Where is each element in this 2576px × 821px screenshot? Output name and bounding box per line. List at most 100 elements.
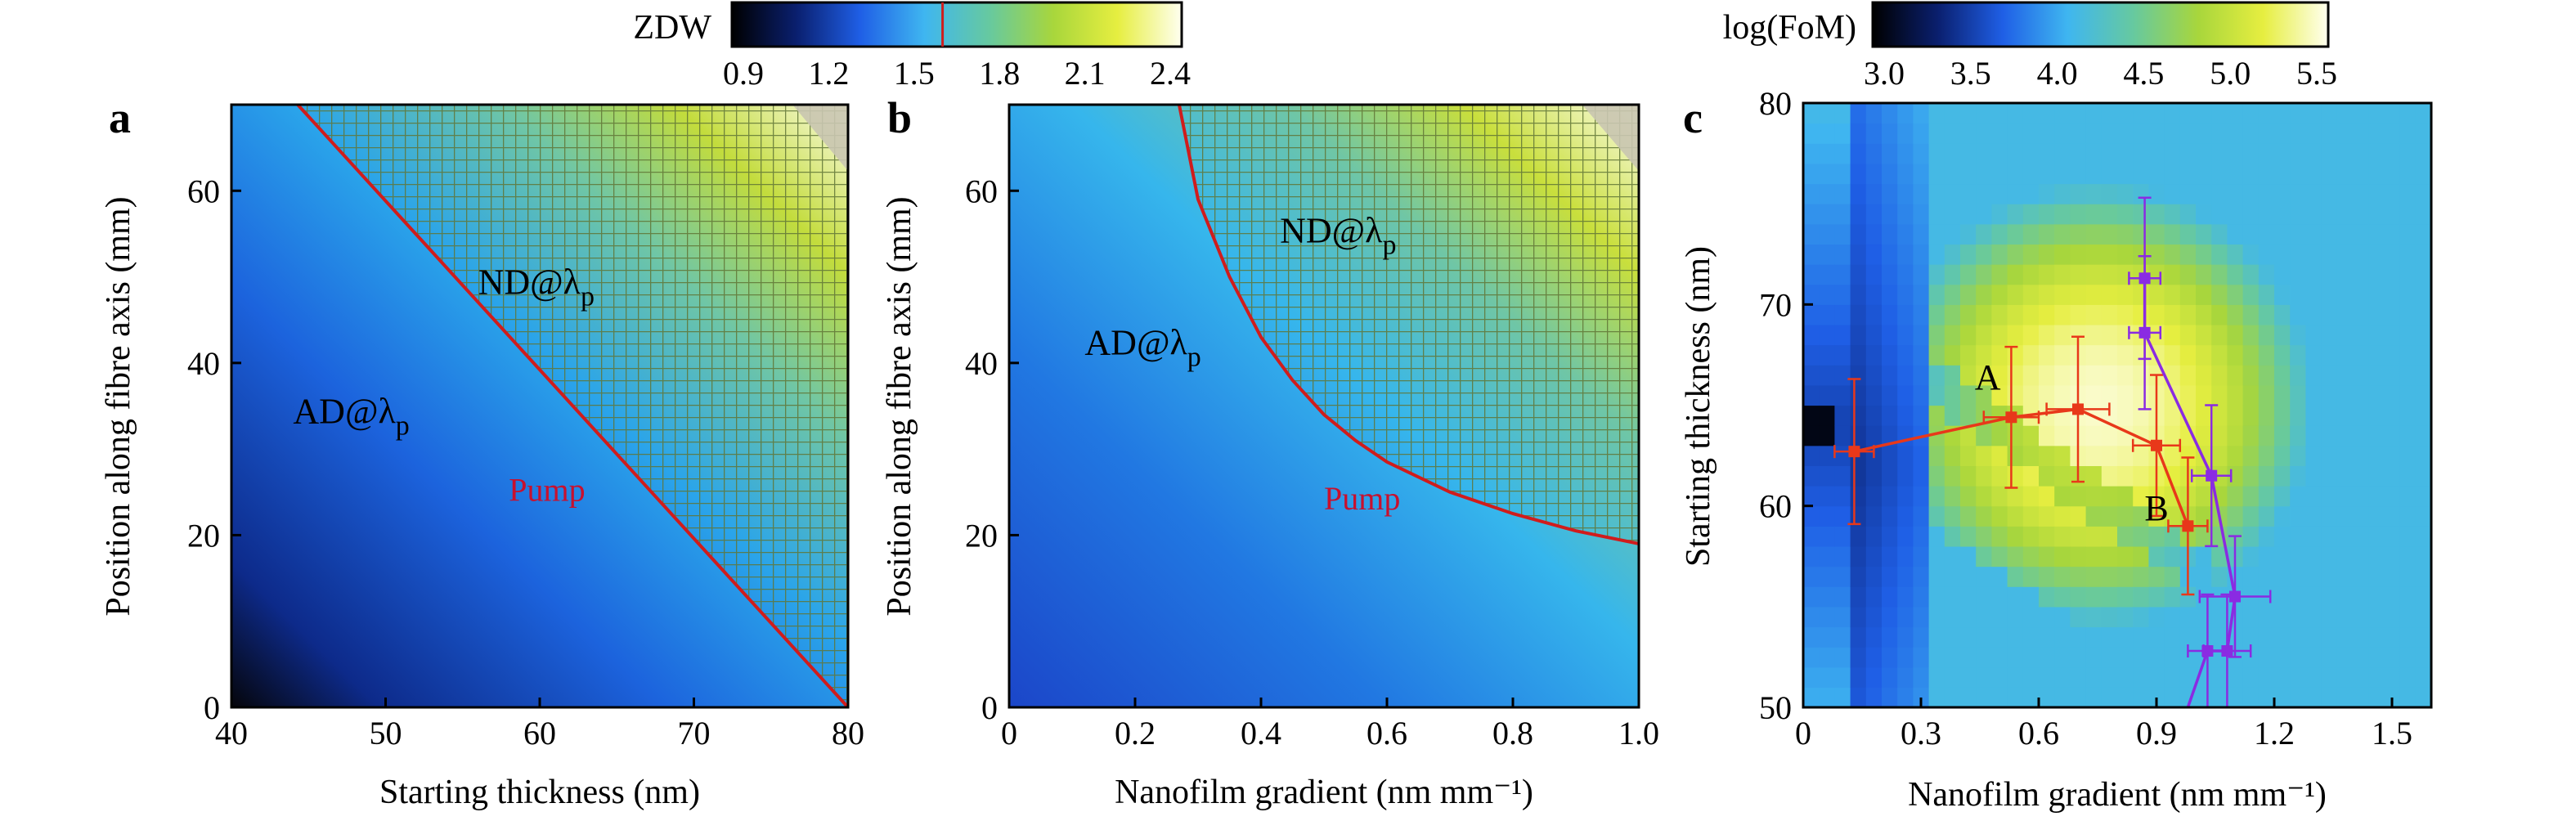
panel-c-heatmap-cell [2384,264,2401,285]
panel-c-heatmap-cell [2054,123,2071,144]
panel-c-heatmap-cell [2384,223,2401,245]
panel-c-heatmap-cell [2133,606,2149,628]
panel-c-heatmap-cell [2196,204,2212,225]
panel-c-heatmap-cell [2290,143,2306,164]
panel-c-heatmap-cell [2007,204,2024,225]
panel-c-heatmap-cell [2399,445,2417,466]
panel-c-heatmap-cell [2258,123,2275,144]
panel-c-heatmap-cell [2353,606,2369,628]
panel-c-xtick-label: 1.5 [2372,715,2412,751]
panel-c-heatmap-cell [2211,566,2228,587]
panel-a-pump-label: Pump [509,471,585,508]
panel-c-series-2-tail [2186,650,2210,707]
panel-c-heatmap-cell [2242,183,2260,204]
panel-c-heatmap-cell [2336,505,2354,527]
panel-c-heatmap-cell [2117,143,2134,164]
panel-c-heatmap-cell [1819,445,1835,466]
panel-c-heatmap-cell [2384,486,2401,507]
panel-c-heatmap-cell [2274,163,2291,185]
panel-c-heatmap-cell [2321,445,2338,466]
panel-c-heatmap-cell [2022,244,2040,265]
panel-c-heatmap-cell [1897,606,1914,628]
panel-c-heatmap-cell [2179,666,2197,688]
panel-c-heatmap-cell [2290,264,2306,285]
panel-c-heatmap-cell [2274,486,2291,507]
panel-c-data-point [2229,590,2241,603]
panel-c-heatmap-cell [1928,666,1945,688]
panel-c-heatmap-cell [2336,405,2354,426]
panel-c-heatmap-cell [2101,284,2118,305]
panel-c-heatmap-cell [2227,365,2244,386]
panel-b-frame [1008,103,1640,709]
panel-c-heatmap-cell [1834,445,1851,466]
panel-c-heatmap-cell [2336,384,2354,406]
panel-c-heatmap-cell [2101,566,2118,587]
panel-c-heatmap-cell [2133,666,2149,688]
panel-c-heatmap-cell [2085,626,2103,648]
panel-c-heatmap-cell [2039,143,2055,164]
panel-b-ytick-label: 60 [965,173,998,209]
panel-c-heatmap-cell [1976,445,1992,466]
panel-c-heatmap-cell [2148,223,2165,245]
panel-c-heatmap-cell [2054,344,2071,366]
panel-c-heatmap-cell [1834,223,1851,245]
panel-c-heatmap-cell [2101,445,2118,466]
panel-c-heatmap-cell [2117,284,2134,305]
panel-c-heatmap-cell [2148,284,2165,305]
panel-c-heatmap-cell [2164,405,2181,426]
panel-c-heatmap-cell [1803,405,1820,426]
panel-c-heatmap-cell [1897,666,1914,688]
panel-c-heatmap-cell [1960,586,1977,608]
panel-c-heatmap-cell [2242,284,2260,305]
panel-c-heatmap-cell [1991,344,2008,366]
panel-c-heatmap-cell [1991,445,2008,466]
panel-c-heatmap-cell [1882,384,1898,406]
panel-c-heatmap-cell [2399,365,2417,386]
panel-c-heatmap-cell [2117,586,2134,608]
panel-a-xlabel: Starting thickness (nm) [379,774,700,811]
panel-c-heatmap-cell [1976,505,1992,527]
panel-c-heatmap-cell [1960,647,1977,668]
panel-c-heatmap-cell [2336,526,2354,547]
panel-c-heatmap-cell [2133,687,2149,707]
panel-c-heatmap-cell [2133,244,2149,265]
panel-c-heatmap-cell [2101,324,2118,346]
panel-c-heatmap-cell [1897,264,1914,285]
panel-c-heatmap-cell [1960,304,1977,325]
panel-a-ytick-label: 40 [187,345,220,382]
panel-c-heatmap-cell [2054,626,2071,648]
fom-colorbar-tick-label: 4.5 [2123,55,2164,92]
panel-c-heatmap-cell [2117,486,2134,507]
panel-c-heatmap-cell [2368,687,2385,707]
panel-c-heatmap-cell [2133,486,2149,507]
panel-c-heatmap-cell [2227,445,2244,466]
panel-c-heatmap-cell [2211,183,2228,204]
panel-c-heatmap-cell [2085,545,2103,568]
panel-c-heatmap-cell [1882,647,1898,668]
panel-c-data-point [2206,469,2218,482]
panel-c-heatmap-cell [1803,384,1820,406]
panel-c-heatmap-cell [2148,103,2165,124]
panel-c-heatmap-cell [2022,647,2040,668]
panel-c-heatmap-cell [2101,626,2118,648]
panel-c-heatmap-cell [1865,586,1883,608]
panel-c-heatmap-cell [2164,284,2181,305]
panel-c-heatmap-cell [2242,526,2260,547]
panel-c-heatmap-cell [2305,163,2322,185]
panel-c-heatmap-cell [2399,223,2417,245]
panel-c-heatmap-cell [2336,606,2354,628]
panel-c-heatmap-cell [2007,103,2024,124]
panel-c-heatmap-cell [2274,545,2291,568]
panel-c-heatmap-cell [1882,304,1898,325]
panel-c-heatmap-cell [1865,365,1883,386]
panel-c-heatmap-cell [2085,465,2103,487]
panel-c-heatmap-cell [1913,324,1930,346]
panel-c-heatmap-cell [2085,425,2103,446]
panel-c-heatmap-cell [1991,264,2008,285]
panel-c-heatmap-cell [2196,264,2212,285]
panel-c-heatmap-cell [2415,445,2431,466]
panel-c-heatmap-cell [2258,384,2275,406]
panel-c-heatmap-cell [2258,324,2275,346]
panel-c-heatmap-cell [1944,586,1961,608]
panel-c-heatmap-cell [2070,666,2087,688]
